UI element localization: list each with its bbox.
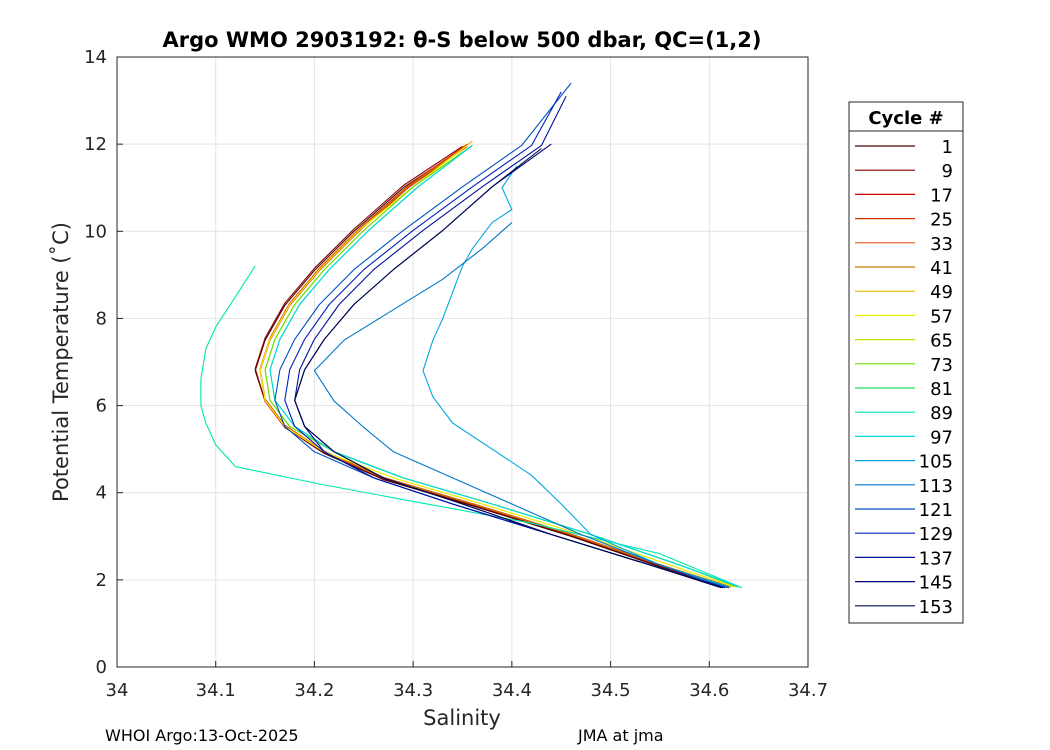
y-tick-label: 8 — [96, 308, 107, 329]
grid-lines — [116, 56, 809, 668]
footer-right: JMA at jma — [578, 726, 664, 745]
series-line-cycle-1 — [254, 148, 730, 589]
x-tick-label: 34.6 — [689, 680, 729, 701]
x-tick-label: 34 — [106, 680, 129, 701]
series-line-cycle-49 — [259, 140, 735, 588]
legend-label: 81 — [930, 379, 953, 400]
legend-label: 33 — [930, 234, 953, 255]
series-line-cycle-57 — [259, 144, 735, 588]
x-tick-label: 34.3 — [393, 680, 433, 701]
legend-label: 49 — [930, 282, 953, 303]
legend-label: 41 — [930, 258, 953, 279]
legend: Cycle # 1 9 17 25 33 41 49 57 65 73 81 89 97 105 113 121… — [848, 101, 964, 624]
y-tick-label: 14 — [84, 47, 107, 68]
y-tick-label: 0 — [96, 657, 107, 678]
legend-label: 113 — [919, 476, 953, 497]
legend-box — [848, 101, 964, 624]
x-tick-label: 34.2 — [294, 680, 334, 701]
series-line-cycle-89 — [200, 265, 743, 589]
legend-label: 57 — [930, 306, 953, 327]
legend-label: 73 — [930, 355, 953, 376]
series-line-cycle-153 — [294, 148, 722, 589]
legend-label: 105 — [919, 452, 953, 473]
series-line-cycle-33 — [259, 144, 732, 588]
footer-left: WHOI Argo:13-Oct-2025 — [105, 726, 299, 745]
legend-label: 121 — [919, 500, 953, 521]
series-line-cycle-105 — [422, 165, 730, 588]
chart-title: Argo WMO 2903192: θ-S below 500 dbar, QC… — [163, 28, 762, 52]
x-tick-label: 34.5 — [591, 680, 631, 701]
legend-label: 97 — [930, 427, 953, 448]
series-line-cycle-41 — [259, 144, 732, 588]
legend-label: 89 — [930, 403, 953, 424]
y-tick-label: 12 — [84, 134, 107, 155]
series-group — [200, 82, 743, 589]
y-tick-label: 4 — [96, 483, 107, 504]
series-line-cycle-65 — [264, 144, 738, 588]
x-axis-label: Salinity — [423, 706, 501, 730]
x-tick-label: 34.7 — [788, 680, 828, 701]
series-line-cycle-73 — [264, 144, 738, 588]
x-tick-label: 34.1 — [196, 680, 236, 701]
series-line-cycle-113 — [313, 222, 728, 589]
series-line-cycle-9 — [254, 145, 730, 589]
axis-ticks: 34 34.1 34.2 34.3 34.4 34.5 34.6 34.7 0 2 4 6 8 10 12 1… — [84, 47, 828, 701]
y-tick-label: 6 — [96, 396, 107, 417]
legend-label: 65 — [930, 331, 953, 352]
y-axis-label: Potential Temperature (˚C) — [49, 222, 73, 502]
legend-label: 137 — [919, 548, 953, 569]
legend-label: 25 — [930, 210, 953, 231]
series-line-cycle-25 — [259, 143, 730, 587]
y-tick-label: 10 — [84, 221, 107, 242]
legend-label: 153 — [919, 597, 953, 618]
plot-frame — [116, 56, 809, 668]
legend-label: 1 — [942, 137, 953, 158]
legend-label: 145 — [919, 573, 953, 594]
legend-title: Cycle # — [868, 108, 943, 129]
legend-label: 129 — [919, 524, 953, 545]
y-tick-label: 2 — [96, 570, 107, 591]
legend-label: 9 — [942, 161, 953, 182]
x-tick-label: 34.4 — [492, 680, 532, 701]
series-line-cycle-17 — [259, 145, 730, 587]
legend-label: 17 — [930, 185, 953, 206]
series-line-cycle-137 — [294, 95, 724, 589]
